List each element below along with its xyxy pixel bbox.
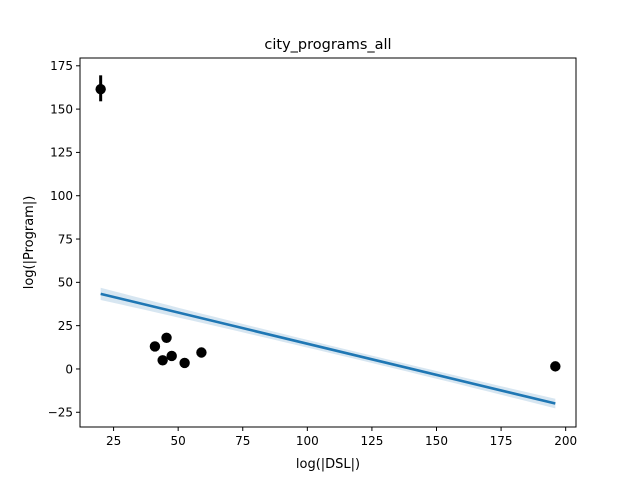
x-tick-label: 150	[425, 434, 448, 448]
regression-line-layer	[100, 292, 556, 405]
data-point	[196, 347, 207, 358]
y-tick-label: 0	[65, 362, 73, 376]
plot-area	[80, 58, 576, 427]
plot-frame	[79, 57, 577, 428]
data-point	[161, 332, 172, 343]
y-tick-label: −25	[48, 406, 73, 420]
x-tick-label: 200	[554, 434, 577, 448]
y-tick-label: 125	[50, 146, 73, 160]
y-tick-label: 75	[58, 232, 73, 246]
data-point	[95, 83, 106, 95]
x-tick-label: 125	[360, 434, 383, 448]
y-tick-label: 50	[58, 276, 73, 290]
y-axis-label: log(|Program|)	[22, 196, 37, 290]
regression-line	[100, 292, 556, 405]
data-point	[550, 361, 561, 372]
x-tick-label: 75	[235, 434, 250, 448]
data-points-layer	[95, 75, 561, 372]
data-point	[166, 350, 177, 362]
y-tick-label: 175	[50, 59, 73, 73]
x-tick-label: 175	[490, 434, 513, 448]
y-tick-label: 150	[50, 102, 73, 116]
data-point	[157, 355, 168, 366]
y-tick-label: 100	[50, 189, 73, 203]
chart-title: city_programs_all	[264, 37, 391, 53]
y-tick-label: 25	[58, 319, 73, 333]
x-tick-label: 25	[106, 434, 121, 448]
data-point	[179, 357, 190, 369]
axes-layer: 25 50 75 100 125 150 175 200 −25 0 25 50 75 100 125 150…	[48, 59, 577, 448]
x-axis-label: log(|DSL|)	[296, 457, 360, 472]
x-tick-label: 50	[171, 434, 186, 448]
x-tick-label: 100	[296, 434, 319, 448]
data-point	[149, 341, 161, 352]
